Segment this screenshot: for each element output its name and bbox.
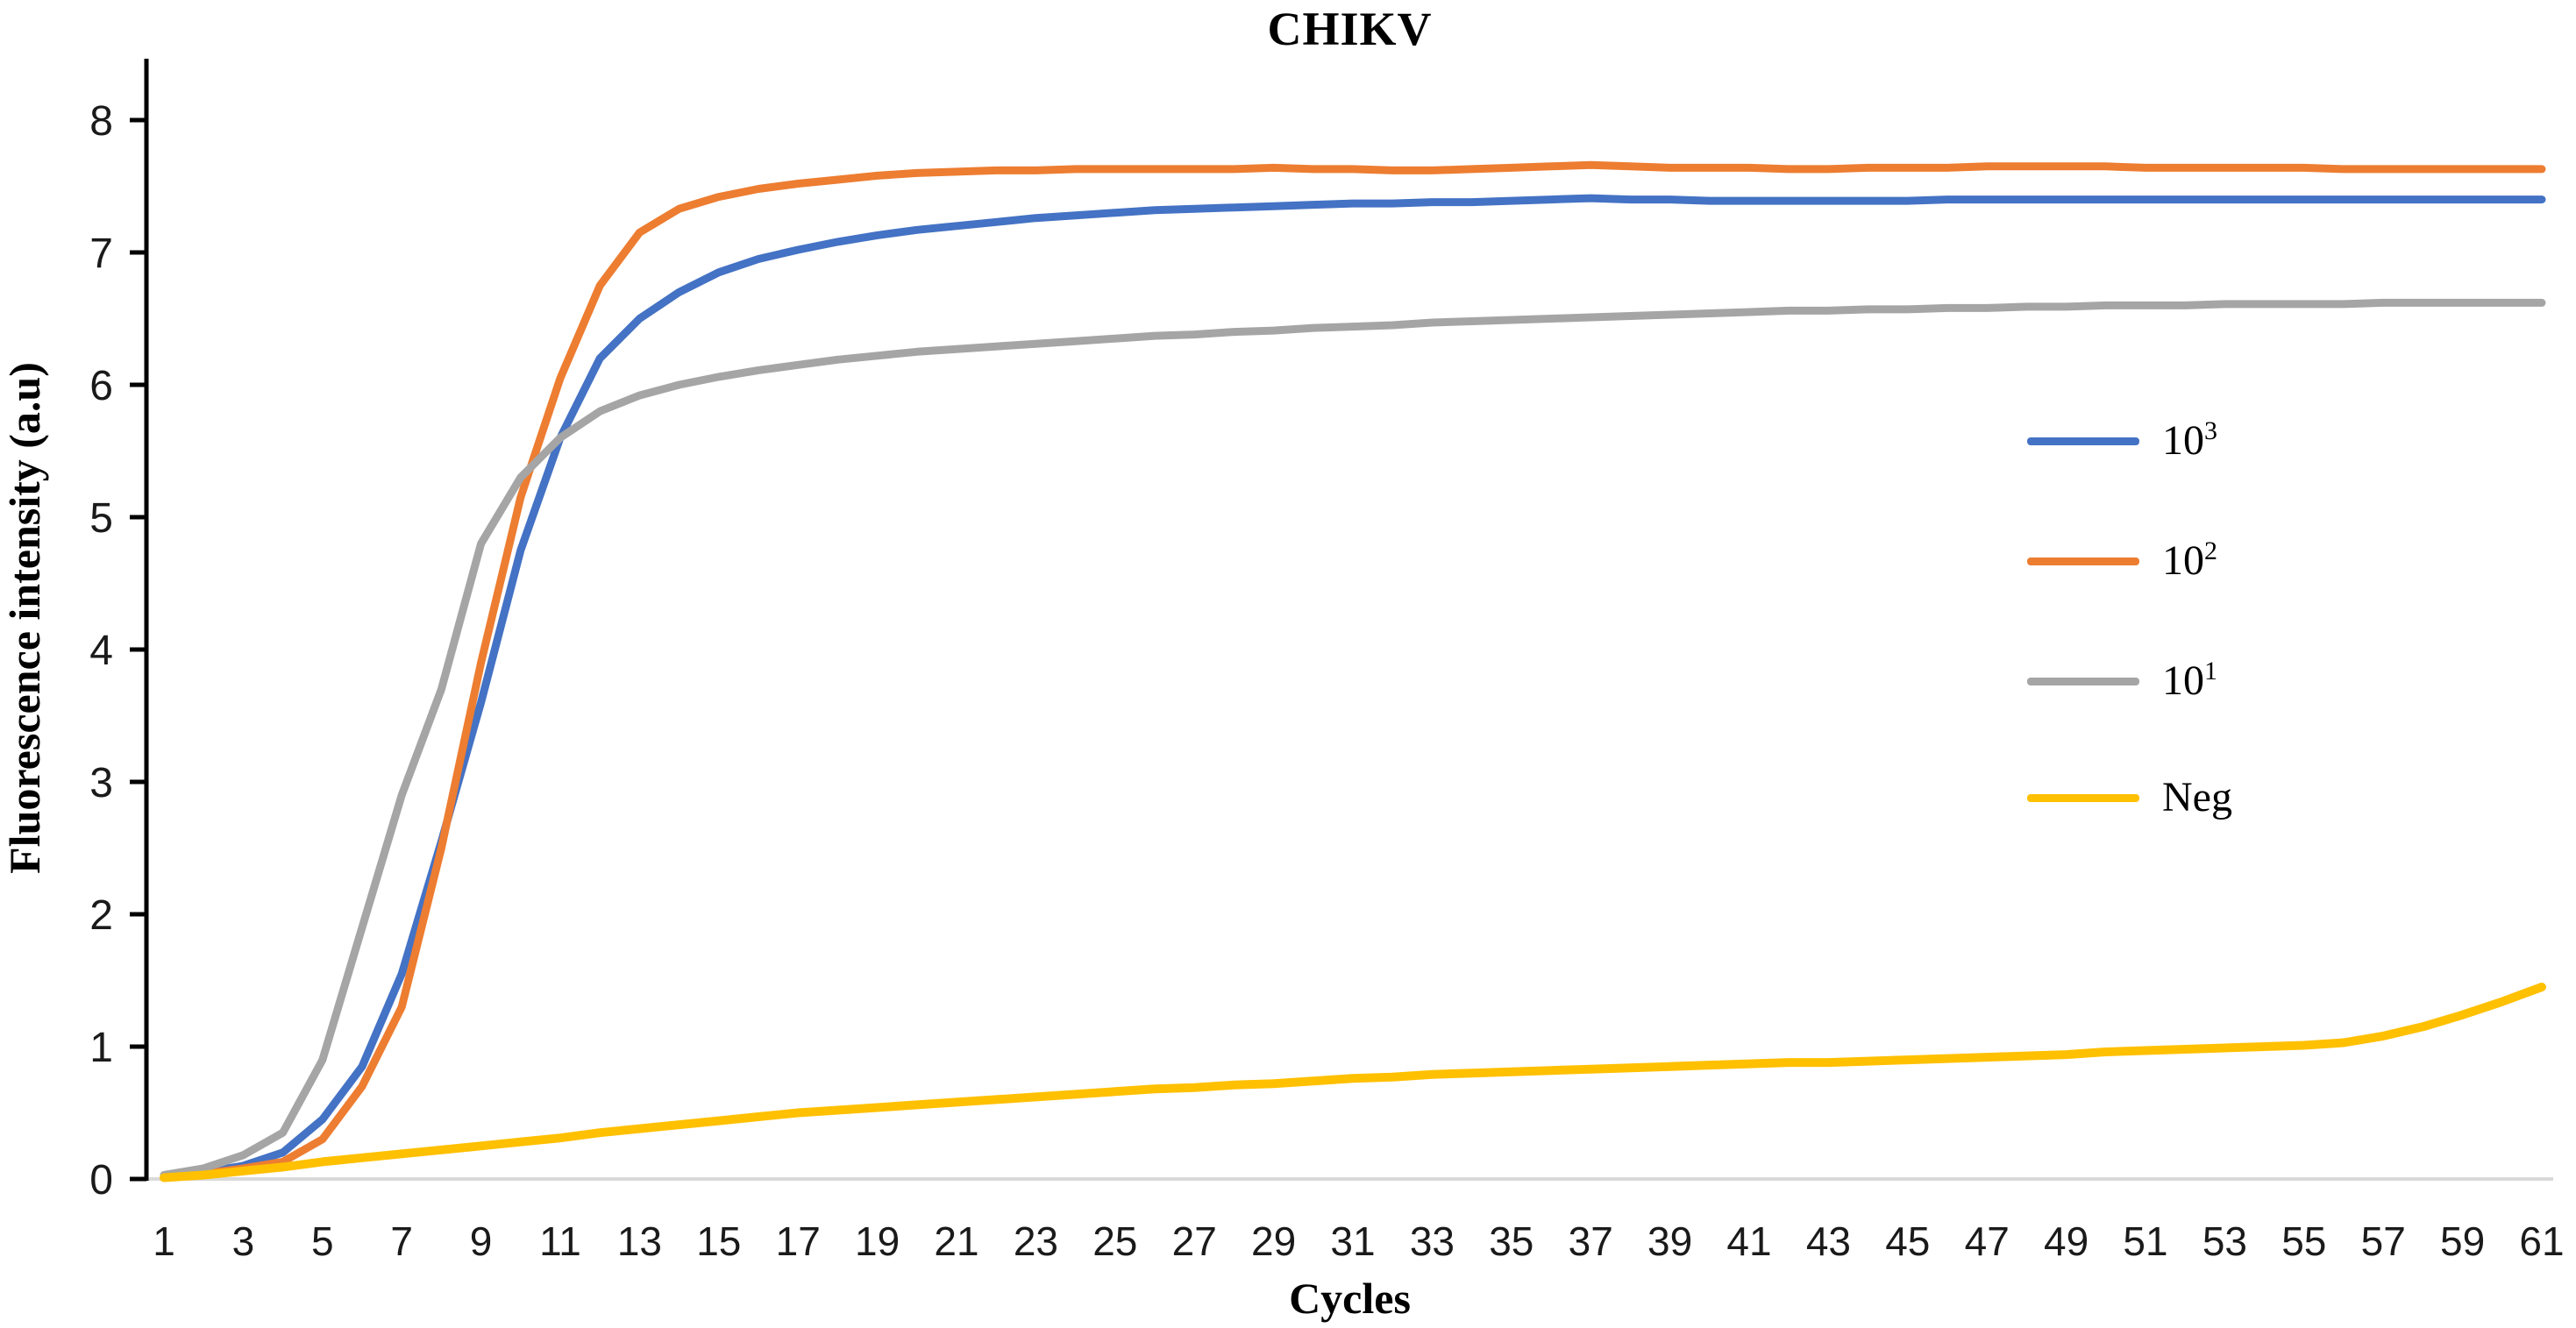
- y-tick-label: 3: [89, 760, 113, 806]
- y-tick-label: 0: [89, 1157, 113, 1204]
- x-tick-label: 9: [470, 1218, 493, 1264]
- x-tick-label: 59: [2440, 1218, 2485, 1264]
- series-line-10-3: [160, 194, 2546, 1181]
- x-tick-label: 13: [617, 1218, 662, 1264]
- x-tick-label: 47: [1965, 1218, 2010, 1264]
- x-tick-label: 17: [776, 1218, 821, 1264]
- x-tick-label: 61: [2519, 1218, 2564, 1264]
- x-tick-label: 39: [1647, 1218, 1692, 1264]
- y-tick-label: 4: [89, 628, 113, 674]
- x-tick-label: 57: [2361, 1218, 2406, 1264]
- x-tick-label: 35: [1489, 1218, 1534, 1264]
- x-tick-label: 37: [1569, 1218, 1613, 1264]
- x-tick-label: 27: [1172, 1218, 1217, 1264]
- x-tick-label: 15: [696, 1218, 741, 1264]
- x-tick-label: 3: [232, 1218, 255, 1264]
- x-tick-label: 7: [390, 1218, 413, 1264]
- x-tick-label: 33: [1410, 1218, 1455, 1264]
- x-tick-label: 31: [1330, 1218, 1375, 1264]
- series-line-10-1: [160, 298, 2546, 1179]
- y-tick-label: 7: [89, 231, 113, 277]
- x-tick-label: 19: [855, 1218, 900, 1264]
- x-tick-label: 29: [1251, 1218, 1296, 1264]
- x-tick-label: 21: [934, 1218, 978, 1264]
- x-tick-label: 55: [2281, 1218, 2326, 1264]
- x-tick-label: 53: [2202, 1218, 2247, 1264]
- x-tick-label: 11: [539, 1218, 581, 1264]
- x-tick-label: 25: [1092, 1218, 1137, 1264]
- y-tick-label: 1: [89, 1025, 113, 1071]
- x-tick-label: 43: [1806, 1218, 1851, 1264]
- series-line-10-2: [160, 160, 2546, 1181]
- chart-title: CHIKV: [1267, 3, 1433, 55]
- x-tick-label: 23: [1014, 1218, 1058, 1264]
- x-tick-label: 49: [2044, 1218, 2089, 1264]
- x-tick-label: 1: [153, 1218, 175, 1264]
- x-tick-label: 51: [2123, 1218, 2167, 1264]
- y-tick-label: 2: [89, 892, 113, 939]
- y-tick-label: 5: [89, 495, 113, 542]
- x-tick-label: 41: [1726, 1218, 1771, 1264]
- x-tick-label: 45: [1885, 1218, 1930, 1264]
- y-tick-label: 8: [89, 98, 113, 145]
- series-line-neg: [160, 983, 2546, 1182]
- x-tick-label: 5: [311, 1218, 334, 1264]
- y-tick-label: 6: [89, 363, 113, 409]
- x-axis-title: Cycles: [1289, 1274, 1411, 1323]
